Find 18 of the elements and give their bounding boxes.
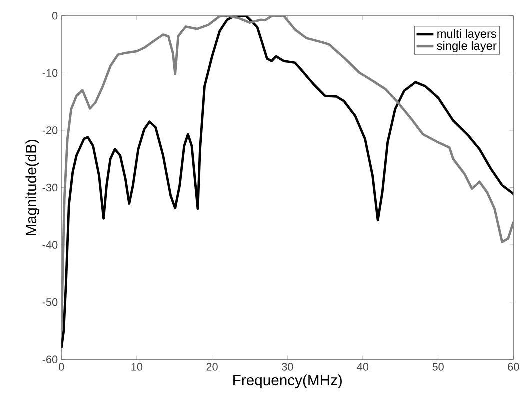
x-tick-label: 40 (357, 362, 369, 371)
legend-label: multi layers (438, 29, 496, 40)
y-tick-label: -20 (42, 126, 58, 134)
y-tick-label: -30 (42, 184, 58, 192)
x-tick-label: 30 (282, 362, 294, 371)
x-tick-label: 0 (58, 362, 64, 371)
y-tick-label: -10 (42, 69, 58, 77)
x-axis-title: Frequency(MHz) (234, 374, 342, 388)
y-tick-label: -60 (42, 356, 58, 364)
x-tick-label: 20 (206, 362, 218, 371)
x-tick-label: 50 (432, 362, 444, 371)
y-tick-label: -40 (42, 241, 58, 249)
y-tick-label: 0 (52, 12, 58, 20)
x-tick-label: 10 (132, 362, 143, 371)
y-tick-label: -50 (42, 298, 58, 306)
x-tick-label: 60 (508, 362, 520, 371)
legend-label: single layer (437, 41, 497, 52)
y-axis-title: Magnitude(dB) (26, 140, 40, 236)
